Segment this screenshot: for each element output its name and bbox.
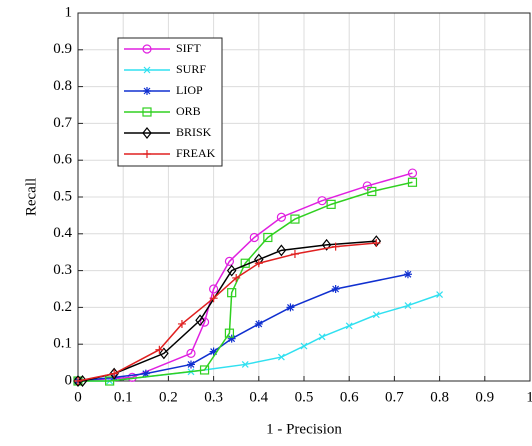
x-tick-label: 0.4: [249, 389, 268, 405]
legend-label: SURF: [176, 62, 206, 76]
data-point: [367, 186, 377, 197]
data-point: [318, 333, 326, 341]
data-point: [187, 360, 195, 369]
y-tick-label: 0.3: [53, 262, 72, 278]
data-point: [290, 250, 299, 259]
legend-box: [117, 37, 223, 167]
data-point: [263, 232, 273, 243]
x-axis-label: 1 - Precision: [266, 421, 342, 437]
x-tick-label: 0.3: [204, 389, 223, 405]
y-tick-label: 0.5: [53, 188, 72, 204]
data-point: [209, 347, 218, 356]
data-point: [227, 288, 237, 298]
legend-label: BRISK: [176, 125, 212, 139]
data-point: [372, 311, 380, 319]
data-point: [155, 345, 164, 354]
data-point: [141, 369, 150, 378]
y-tick-label: 0: [65, 372, 73, 388]
data-point: [186, 348, 196, 358]
x-tick-label: 0.2: [159, 389, 178, 405]
data-point: [407, 168, 418, 178]
data-point: [403, 270, 412, 279]
series-line: [77, 242, 377, 382]
series-line: [77, 172, 413, 382]
plot-frame: [77, 12, 531, 382]
data-point: [159, 347, 169, 360]
data-point: [321, 238, 332, 251]
series-line: [78, 181, 413, 382]
data-point: [254, 319, 263, 328]
y-tick-label: 0.2: [53, 299, 72, 315]
legend-label: FREAK: [176, 146, 216, 160]
data-point: [407, 177, 418, 187]
y-tick-label: 0.9: [53, 41, 72, 57]
y-axis-label: Recall: [23, 178, 39, 216]
x-tick-label: 0.5: [295, 389, 314, 405]
legend-marker: [143, 66, 151, 74]
data-point: [224, 256, 235, 266]
legend-marker: [142, 107, 152, 117]
data-point: [331, 285, 340, 293]
y-tick-label: 0.1: [53, 336, 72, 352]
legend-marker: [143, 150, 151, 158]
y-tick-label: 0.4: [53, 225, 72, 241]
data-point: [199, 365, 210, 375]
data-point: [110, 369, 119, 378]
series-line: [77, 273, 409, 382]
data-point: [227, 334, 236, 343]
data-point: [290, 214, 300, 224]
data-point: [199, 317, 210, 327]
data-point: [73, 375, 83, 387]
x-tick-label: 0.7: [385, 389, 404, 405]
data-point: [436, 291, 444, 298]
y-tick-label: 0.6: [53, 152, 72, 168]
data-point: [345, 322, 353, 330]
data-point: [277, 353, 285, 361]
x-tick-label: 0.8: [430, 389, 449, 405]
data-point: [209, 294, 218, 303]
legend-marker: [142, 127, 152, 139]
legend-marker: [143, 87, 151, 95]
data-point: [372, 239, 381, 247]
legend-label: LIOP: [176, 83, 203, 97]
data-point: [254, 259, 263, 268]
x-tick-label: 0: [74, 389, 82, 405]
data-point: [209, 284, 219, 294]
y-tick-label: 0.8: [53, 78, 72, 94]
data-point: [249, 232, 259, 243]
x-tick-label: 1: [526, 389, 532, 405]
x-tick-label: 0.9: [475, 389, 494, 405]
data-point: [276, 212, 286, 222]
y-tick-label: 0.7: [53, 115, 72, 131]
x-tick-label: 0.6: [340, 389, 359, 405]
data-point: [300, 342, 308, 350]
data-point: [177, 319, 186, 328]
legend-label: ORB: [176, 104, 201, 118]
data-point: [224, 328, 235, 338]
data-point: [276, 244, 287, 257]
data-point: [317, 196, 327, 206]
x-tick-label: 0.1: [114, 389, 133, 405]
y-tick-label: 1: [65, 4, 73, 20]
data-point: [241, 361, 249, 368]
data-point: [74, 377, 82, 385]
legend-label: SIFT: [176, 41, 201, 55]
data-point: [232, 273, 241, 282]
data-point: [331, 242, 340, 251]
data-point: [286, 303, 295, 312]
data-point: [195, 314, 205, 327]
data-point: [326, 199, 336, 209]
data-point: [226, 264, 237, 277]
data-point: [404, 302, 412, 309]
data-point: [105, 376, 115, 386]
legend-marker: [142, 44, 152, 54]
